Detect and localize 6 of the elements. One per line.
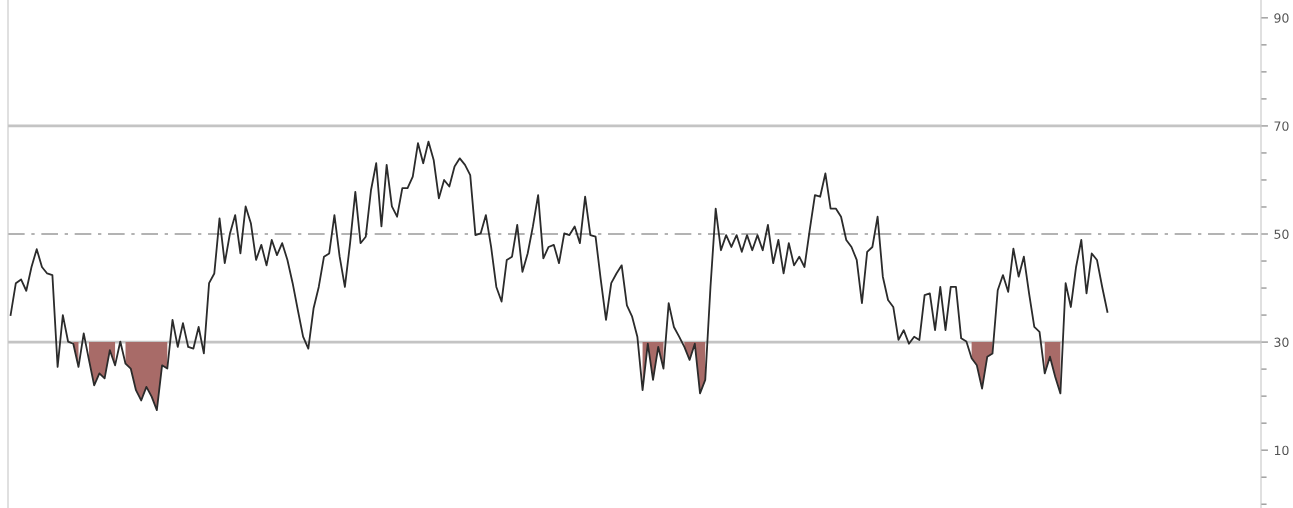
y-tick-label: 10 [1274,445,1289,456]
y-tick-label: 70 [1274,121,1289,131]
y-tick-label: 50 [1274,229,1289,239]
y-tick-label: 90 [1274,13,1289,23]
y-tick-label: 30 [1274,337,1289,348]
line-series [9,140,1109,412]
